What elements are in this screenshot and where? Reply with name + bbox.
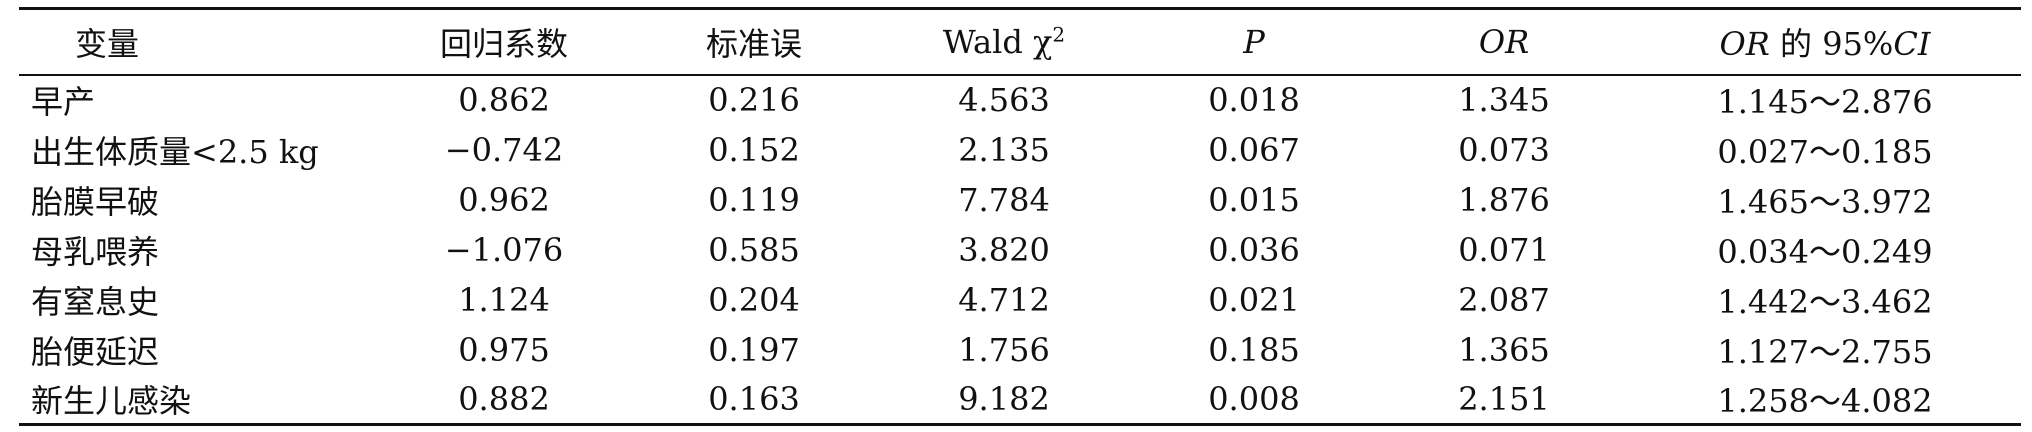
cell-std-error: 0.204 [708,280,800,319]
cell-p: 0.008 [1129,374,1379,426]
header-ci: OR 的 95%CI [1629,7,2021,76]
cell-ci: 0.034～0.249 [1717,232,1933,271]
cell-coefficient: −1.076 [444,230,564,269]
cell-std-error: 0.585 [708,230,800,269]
cell-variable: 早产 [31,83,96,121]
header-variable: 变量 [19,7,379,76]
header-p: P [1129,7,1379,76]
cell-coefficient: 1.124 [458,280,550,319]
table-body: 早产 0.862 0.216 4.563 0.018 1.345 1.145～2… [19,75,2021,426]
cell-p: 0.015 [1208,180,1300,219]
table-row: 出生体质量<2.5 kg −0.742 0.152 2.135 0.067 0.… [19,125,2021,175]
cell-p: 0.036 [1208,230,1300,269]
table-header: 变量 回归系数 标准误 Wald χ2 P OR OR 的 95%CI [19,7,2021,76]
cell-ci: 1.127～2.755 [1717,332,1933,371]
header-row: 变量 回归系数 标准误 Wald χ2 P OR OR 的 95%CI [19,7,2021,76]
cell-coefficient: 0.862 [458,81,550,119]
cell-ci: 1.145～2.876 [1717,83,1933,121]
cell-wald: 2.135 [958,130,1050,169]
header-ci-suffix: CI [1893,24,1931,63]
cell-or: 2.087 [1458,280,1550,319]
cell-std-error: 0.216 [708,81,800,119]
regression-table: 变量 回归系数 标准误 Wald χ2 P OR OR 的 95%CI 早产 0… [19,7,2021,426]
header-or: OR [1379,7,1629,76]
cell-variable: 出生体质量<2.5 kg [31,132,319,171]
cell-p: 0.021 [1208,280,1300,319]
header-wald-text: Wald χ [942,22,1053,61]
table-row: 早产 0.862 0.216 4.563 0.018 1.345 1.145～2… [19,75,2021,125]
cell-variable: 胎便延迟 [31,332,160,371]
cell-std-error: 0.163 [629,374,879,426]
cell-p: 0.185 [1208,330,1300,369]
cell-coefficient: 0.882 [379,374,629,426]
cell-or: 1.876 [1458,180,1550,219]
cell-variable: 新生儿感染 [19,374,379,426]
cell-ci: 0.027～0.185 [1717,132,1933,171]
cell-ci: 1.442～3.462 [1717,282,1933,321]
cell-wald: 1.756 [958,330,1050,369]
header-p-text: P [1243,22,1265,61]
regression-table-container: 变量 回归系数 标准误 Wald χ2 P OR OR 的 95%CI 早产 0… [19,7,2021,426]
cell-variable: 母乳喂养 [31,232,160,271]
cell-variable: 胎膜早破 [31,182,160,221]
cell-p: 0.067 [1208,130,1300,169]
cell-coefficient: 0.962 [458,180,550,219]
cell-or: 0.073 [1458,130,1550,169]
cell-p: 0.018 [1208,81,1300,119]
table-row: 有窒息史 1.124 0.204 4.712 0.021 2.087 1.442… [19,275,2021,325]
header-ci-text: 的 95% [1769,24,1894,63]
cell-or: 1.365 [1458,330,1550,369]
cell-wald: 4.712 [958,280,1050,319]
cell-std-error: 0.119 [708,180,800,219]
header-coefficient: 回归系数 [379,7,629,76]
table-row: 母乳喂养 −1.076 0.585 3.820 0.036 0.071 0.03… [19,225,2021,275]
cell-std-error: 0.152 [708,130,800,169]
header-ci-or: OR [1719,24,1770,63]
cell-or: 0.071 [1458,230,1550,269]
cell-wald: 3.820 [958,230,1050,269]
cell-std-error: 0.197 [708,330,800,369]
cell-variable: 有窒息史 [31,282,160,321]
header-std-error: 标准误 [629,7,879,76]
table-row: 胎膜早破 0.962 0.119 7.784 0.015 1.876 1.465… [19,175,2021,225]
cell-wald: 4.563 [958,81,1050,119]
cell-ci: 1.465～3.972 [1717,182,1933,221]
cell-wald: 9.182 [879,374,1129,426]
header-wald: Wald χ2 [879,7,1129,76]
cell-coefficient: 0.975 [458,330,550,369]
cell-coefficient: −0.742 [444,130,564,169]
header-wald-superscript: 2 [1052,22,1066,47]
table-row: 新生儿感染 0.882 0.163 9.182 0.008 2.151 1.25… [19,374,2021,426]
cell-wald: 7.784 [958,180,1050,219]
cell-or: 1.345 [1458,81,1550,119]
cell-ci: 1.258～4.082 [1629,374,2021,426]
cell-or: 2.151 [1379,374,1629,426]
header-or-text: OR [1478,22,1530,61]
table-row: 胎便延迟 0.975 0.197 1.756 0.185 1.365 1.127… [19,325,2021,375]
